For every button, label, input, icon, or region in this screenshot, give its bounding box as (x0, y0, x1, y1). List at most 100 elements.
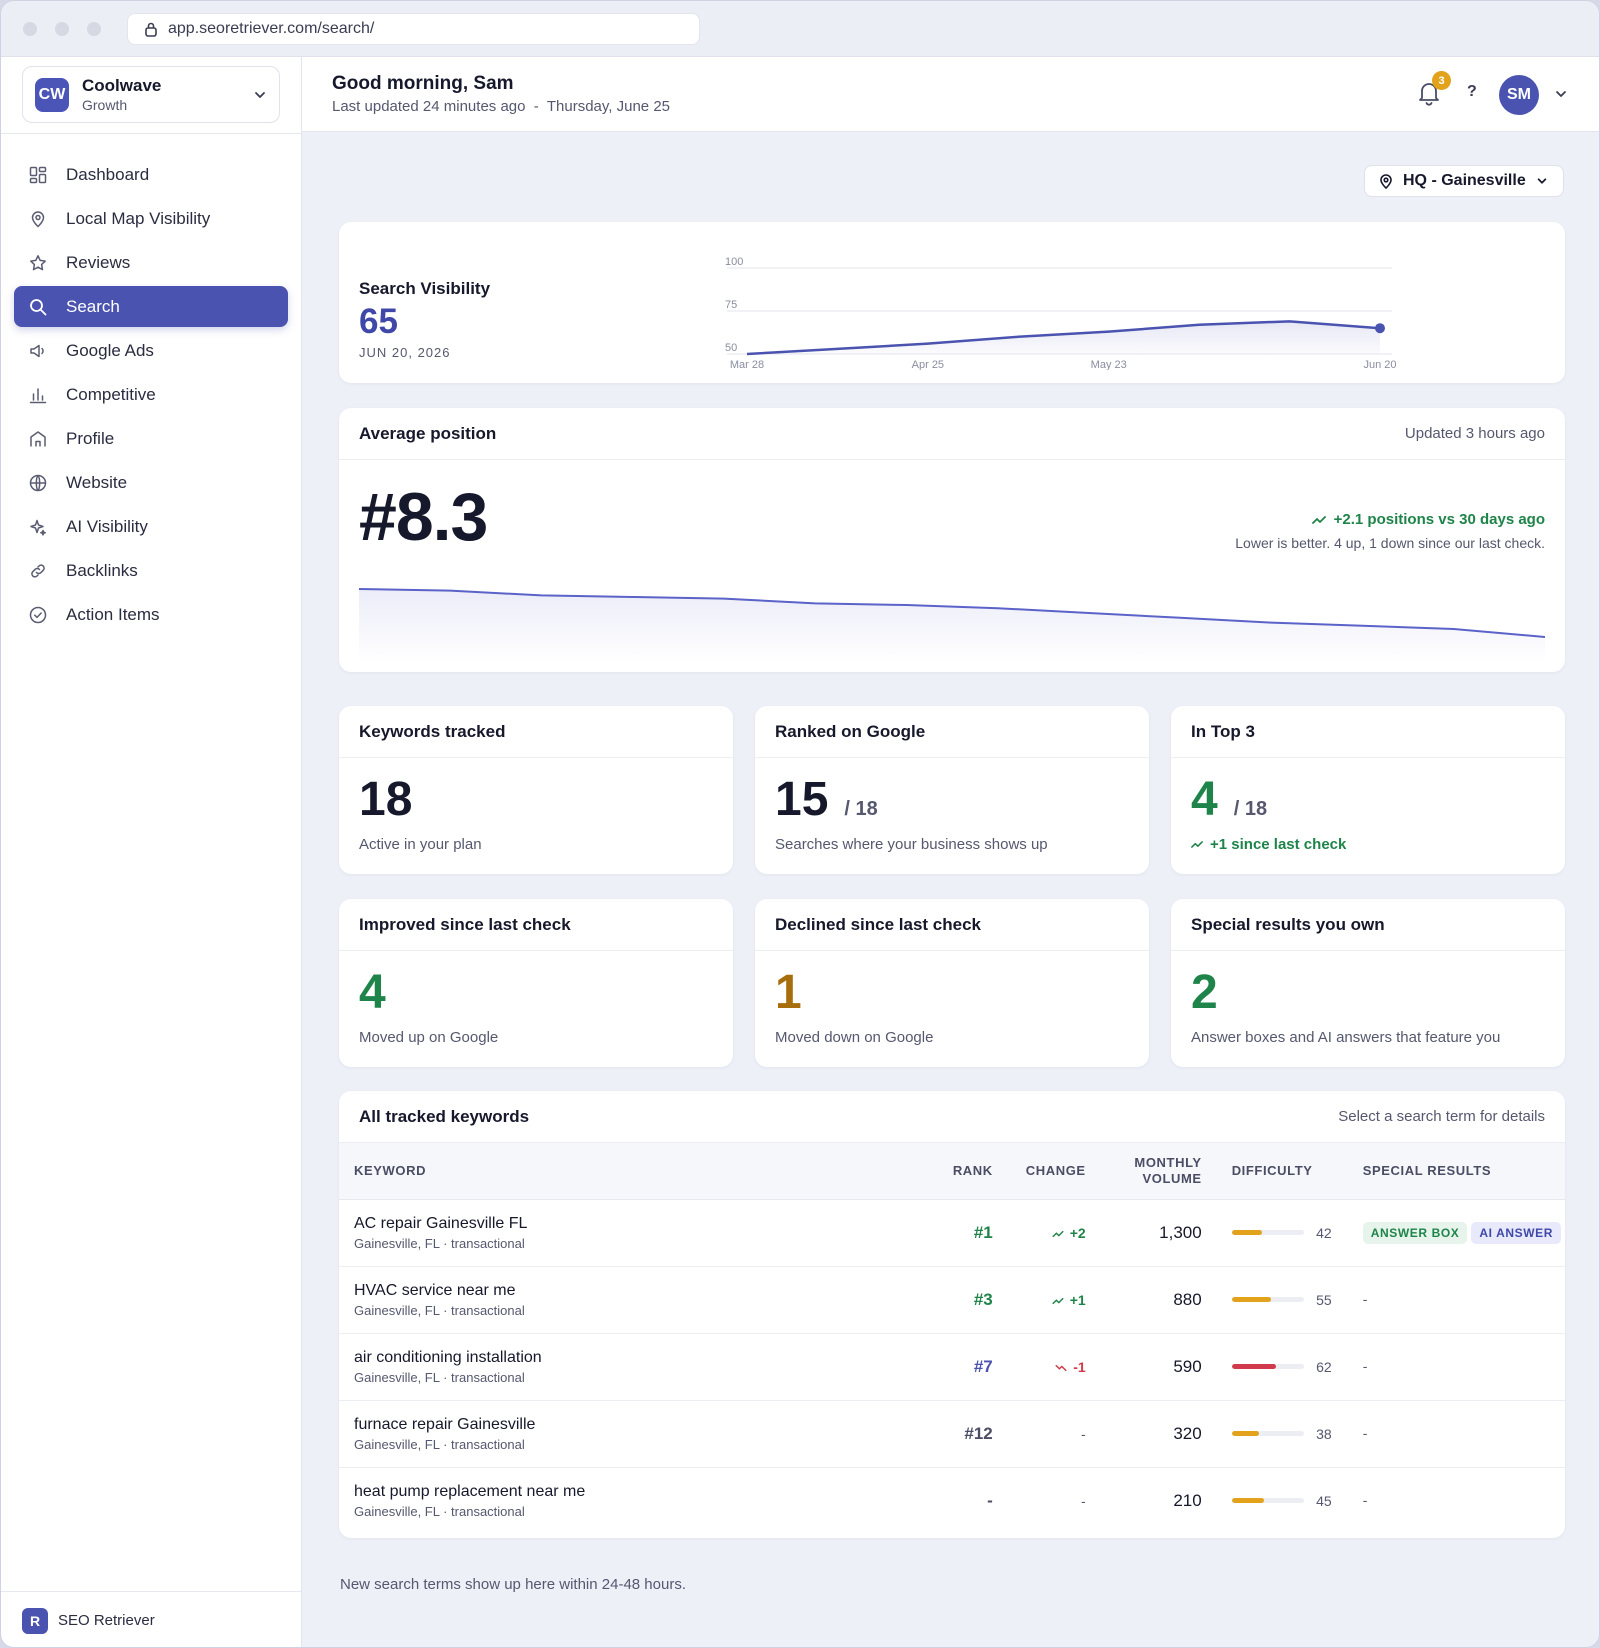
stat-caption: Searches where your business shows up (775, 836, 1048, 853)
card-title: Ranked on Google (775, 721, 926, 741)
trend-up-icon (1052, 1292, 1064, 1308)
volume-cell: 210 (1173, 1490, 1202, 1510)
difficulty-bar (1231, 1364, 1304, 1369)
search-icon (28, 297, 48, 317)
change-cell: +2 (1010, 1199, 1104, 1267)
keyword-text: air conditioning installation (354, 1348, 542, 1366)
difficulty-value: 55 (1316, 1291, 1332, 1308)
org-plan: Growth (82, 97, 128, 113)
window-minimize-dot[interactable] (55, 21, 69, 36)
chevron-down-icon[interactable] (1554, 87, 1568, 106)
card-title: All tracked keywords (359, 1106, 530, 1126)
table-row[interactable]: air conditioning installation Gainesville… (339, 1333, 1565, 1401)
special-result-badge: AI ANSWER (1471, 1221, 1561, 1244)
sidebar-item-action-items[interactable]: Action Items (14, 594, 288, 635)
visibility-line (746, 320, 1381, 356)
keyword-cell: HVAC service near me Gainesville, FL · tr… (339, 1266, 929, 1334)
difficulty-cell: 62 (1216, 1333, 1348, 1401)
rank-cell: - (987, 1490, 993, 1510)
trend-up-icon (1191, 840, 1203, 849)
difficulty-cell: 55 (1216, 1266, 1348, 1334)
column-header-special-results[interactable]: SPECIAL RESULTS (1347, 1143, 1565, 1200)
visibility-date: JUN 20, 2026 (359, 345, 451, 360)
table-row[interactable]: HVAC service near me Gainesville, FL · tr… (339, 1266, 1565, 1334)
trend-up-icon (1052, 1225, 1064, 1241)
location-selector[interactable]: HQ - Gainesville (1364, 165, 1564, 197)
column-header-difficulty[interactable]: DIFFICULTY (1216, 1143, 1348, 1200)
y-tick-label: 50 (725, 342, 737, 354)
map-pin-icon (28, 209, 48, 229)
sidebar-item-label: Action Items (66, 604, 160, 624)
window-close-dot[interactable] (23, 21, 37, 36)
help-button[interactable]: ? (1467, 83, 1477, 100)
visibility-latest-point (1375, 323, 1385, 334)
table-row[interactable]: AC repair Gainesville FL Gainesville, FL … (339, 1199, 1565, 1267)
grid-icon (28, 165, 48, 185)
column-header-change[interactable]: CHANGE (1010, 1143, 1104, 1200)
stat-card-keywords-tracked: Keywords tracked 18 Active in your plan (339, 706, 733, 874)
sidebar-item-dashboard[interactable]: Dashboard (14, 154, 288, 195)
average-position-value: #8.3 (359, 479, 488, 555)
stat-card-ranked-on-google: Ranked on Google 15 / 18 Searches where y… (755, 706, 1149, 874)
card-title: Average position (359, 423, 497, 443)
sidebar-item-label: Website (66, 472, 128, 492)
address-bar[interactable]: app.seoretriever.com/search/ (127, 12, 700, 45)
org-name: Coolwave (82, 76, 162, 95)
browser-chrome: app.seoretriever.com/search/ (1, 1, 1599, 57)
change-value: - (1081, 1492, 1086, 1509)
sidebar-item-website[interactable]: Website (14, 462, 288, 503)
sidebar-item-label: AI Visibility (66, 516, 148, 536)
position-note: Lower is better. 4 up, 1 down since our … (1235, 535, 1545, 551)
top-bar: Good morning, Sam Last updated 24 minute… (302, 57, 1599, 132)
column-header-rank[interactable]: RANK (928, 1143, 1011, 1200)
difficulty-bar-fill (1231, 1297, 1272, 1302)
change-cell: - (1011, 1467, 1104, 1534)
sidebar-item-search[interactable]: Search (14, 286, 288, 327)
stat-value: 1 (775, 966, 802, 1019)
url-text: app.seoretriever.com/search/ (168, 19, 375, 37)
window-maximize-dot[interactable] (87, 21, 101, 36)
chevron-down-icon (253, 88, 267, 102)
megaphone-icon (28, 341, 48, 361)
change-cell: +1 (1010, 1266, 1104, 1334)
table-header-row: KEYWORD RANK CHANGE MONTHLY VOLUME DIFFIC… (339, 1143, 1565, 1200)
difficulty-value: 62 (1316, 1358, 1332, 1375)
org-switcher[interactable]: CW Coolwave Growth (22, 66, 280, 123)
volume-cell: 590 (1103, 1333, 1217, 1401)
keyword-cell: AC repair Gainesville FL Gainesville, FL … (339, 1199, 929, 1267)
difficulty-bar (1231, 1230, 1304, 1235)
change-cell: - (1010, 1400, 1104, 1468)
stat-denominator: / 18 (1233, 798, 1268, 820)
difficulty-value: 45 (1316, 1492, 1332, 1509)
search-visibility-card: Search Visibility 65 JUN 20, 2026 50 75 10… (339, 222, 1565, 383)
sidebar-item-ai-visibility[interactable]: AI Visibility (14, 506, 288, 547)
stat-caption: Moved down on Google (775, 1029, 934, 1046)
empty-value: - (1362, 1290, 1368, 1307)
sidebar-item-reviews[interactable]: Reviews (14, 242, 288, 283)
rank-cell: #7 (928, 1333, 1011, 1401)
x-tick-label: Jun 20 (1363, 359, 1396, 370)
card-title: Keywords tracked (359, 721, 506, 741)
position-delta: +2.1 positions vs 30 days ago (1311, 511, 1545, 528)
sidebar-item-profile[interactable]: Profile (14, 418, 288, 459)
keyword-meta: Gainesville, FL · transactional (354, 1369, 525, 1385)
table-row[interactable]: heat pump replacement near me Gainesville… (339, 1467, 1565, 1534)
column-header-volume[interactable]: MONTHLY VOLUME (1103, 1143, 1217, 1200)
stat-value: 4 (1191, 773, 1218, 826)
volume-cell: 320 (1103, 1400, 1217, 1468)
sidebar-item-competitive[interactable]: Competitive (14, 374, 288, 415)
notification-badge: 3 (1432, 71, 1451, 90)
org-badge: CW (35, 77, 69, 112)
sidebar-item-google-ads[interactable]: Google Ads (14, 330, 288, 371)
table-row[interactable]: furnace repair Gainesville Gainesville, F… (339, 1400, 1565, 1468)
column-header-keyword[interactable]: KEYWORD (339, 1143, 929, 1200)
special-results-cell: - (1347, 1266, 1565, 1334)
change-cell: -1 (1010, 1333, 1104, 1401)
stat-value: 18 (359, 773, 413, 826)
sidebar-item-local-map-visibility[interactable]: Local Map Visibility (14, 198, 288, 239)
sidebar-item-backlinks[interactable]: Backlinks (14, 550, 288, 591)
difficulty-value: 42 (1316, 1224, 1332, 1241)
card-title: In Top 3 (1191, 721, 1255, 741)
difficulty-cell: 45 (1217, 1467, 1348, 1534)
avatar[interactable]: SM (1499, 75, 1539, 115)
